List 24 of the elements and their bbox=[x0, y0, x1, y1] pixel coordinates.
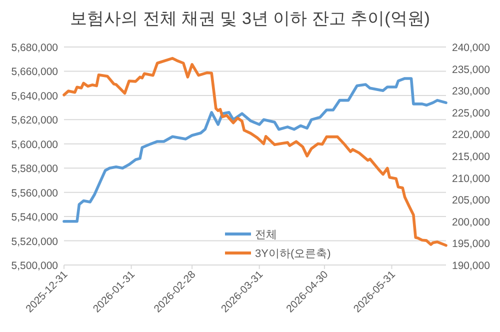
y2tick: 240,000 bbox=[452, 42, 490, 54]
legend-label: 3Y이하(오른축) bbox=[255, 248, 331, 260]
y2tick: 195,000 bbox=[452, 238, 490, 250]
y2tick: 230,000 bbox=[452, 86, 490, 98]
ytick: 5,560,000 bbox=[11, 187, 58, 200]
title: 보험사의 전체 채권 및 3년 이하 잔고 추이(억원) bbox=[70, 9, 430, 28]
y2tick: 220,000 bbox=[452, 129, 490, 142]
legend-label: 전체 bbox=[255, 229, 277, 241]
ytick: 5,600,000 bbox=[11, 138, 58, 151]
y2tick: 205,000 bbox=[452, 194, 490, 207]
ytick: 5,500,000 bbox=[11, 260, 58, 272]
y2tick: 200,000 bbox=[452, 216, 490, 228]
y2tick: 190,000 bbox=[452, 260, 490, 272]
ytick: 5,680,000 bbox=[11, 42, 58, 54]
ytick: 5,540,000 bbox=[11, 212, 58, 224]
y2tick: 225,000 bbox=[452, 107, 490, 120]
ytick: 5,660,000 bbox=[11, 66, 58, 78]
ytick: 5,520,000 bbox=[11, 236, 58, 248]
y2tick: 215,000 bbox=[452, 151, 490, 163]
ytick: 5,640,000 bbox=[11, 90, 58, 102]
ytick: 5,580,000 bbox=[11, 163, 58, 176]
y2tick: 235,000 bbox=[452, 64, 490, 76]
ytick: 5,620,000 bbox=[11, 114, 58, 127]
y2tick: 210,000 bbox=[452, 172, 490, 185]
